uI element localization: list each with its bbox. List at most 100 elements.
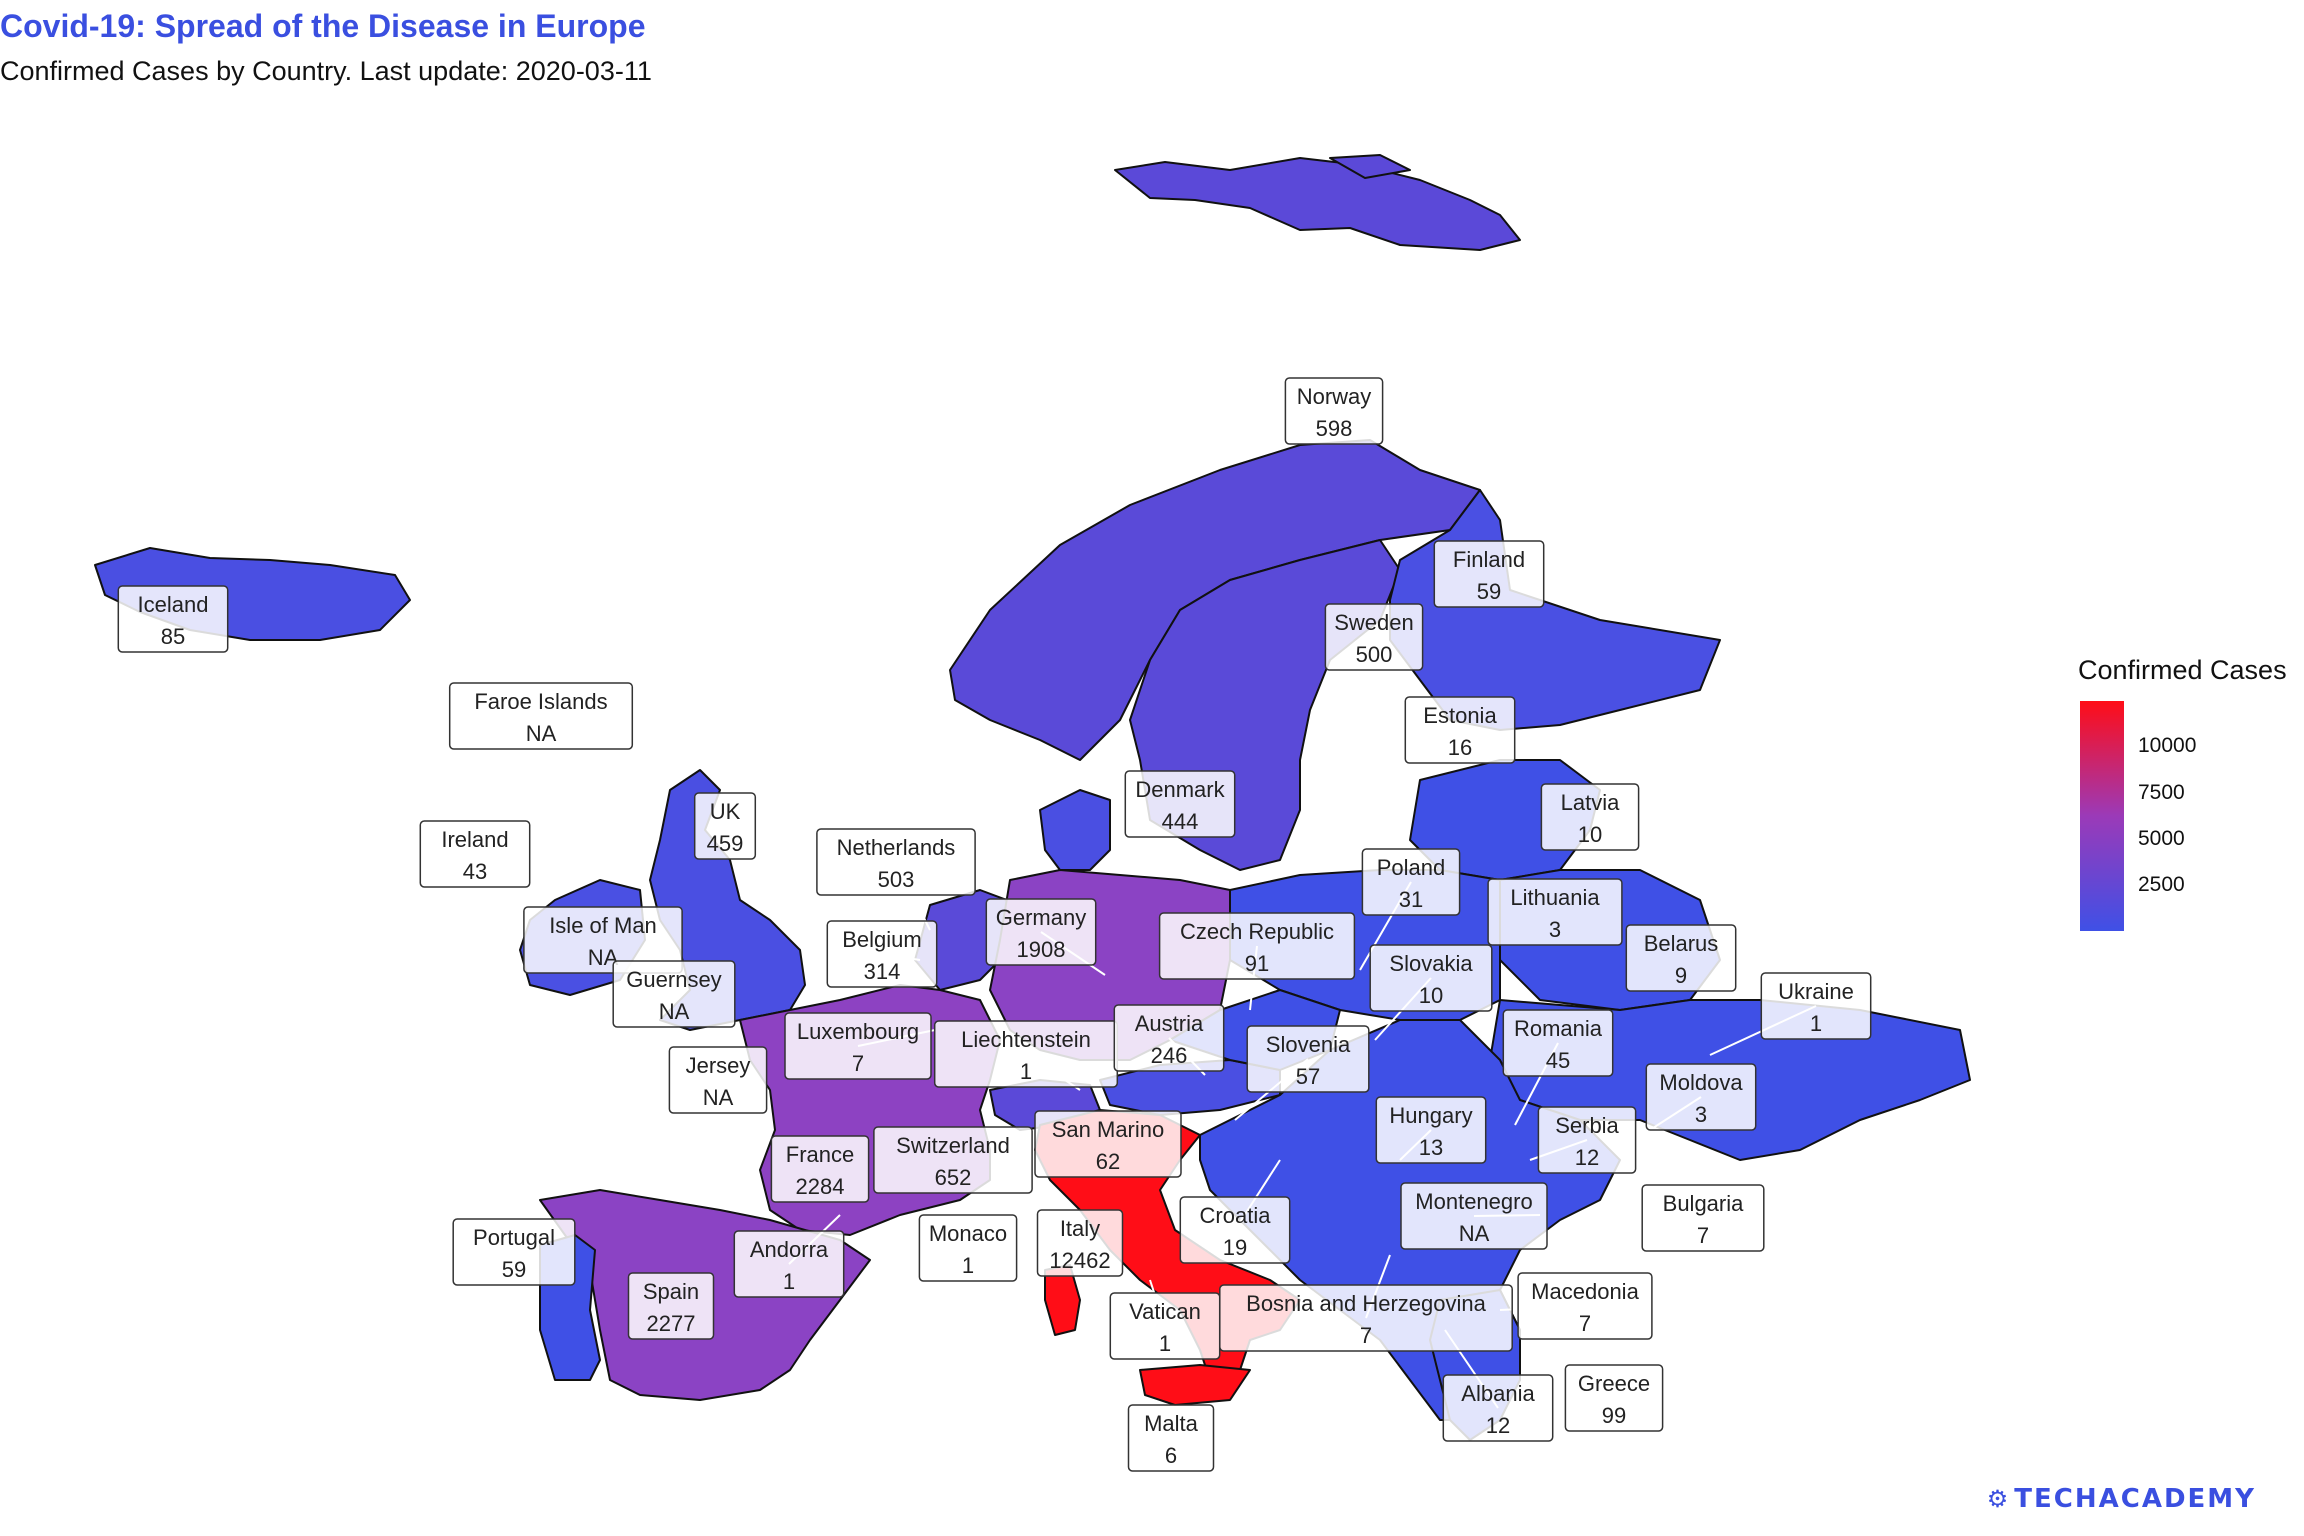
country-name: Malta	[1144, 1411, 1199, 1436]
country-cases: 2277	[647, 1311, 696, 1336]
label-jersey: Jersey NA	[668, 1046, 768, 1114]
label-ukraine: Ukraine 1	[1760, 972, 1872, 1040]
label-box	[1369, 944, 1493, 1012]
country-name: Serbia	[1555, 1113, 1619, 1138]
country-cases: 7	[1697, 1223, 1709, 1248]
country-cases: 6	[1165, 1443, 1177, 1468]
country-name: Croatia	[1200, 1203, 1272, 1228]
country-name: Sweden	[1334, 610, 1414, 635]
country-cases: 10	[1578, 822, 1602, 847]
country-cases: 85	[161, 624, 185, 649]
country-cases: 7	[1360, 1323, 1372, 1348]
label-netherlands: Netherlands 503	[816, 828, 976, 896]
country-name: Estonia	[1423, 703, 1497, 728]
label-box	[1113, 1004, 1225, 1072]
country-cases: 459	[707, 831, 744, 856]
label-box	[1404, 696, 1516, 764]
denmark-shape	[1039, 789, 1111, 871]
country-cases: 9	[1675, 963, 1687, 988]
country-name: Monaco	[929, 1221, 1007, 1246]
label-box	[1158, 912, 1356, 980]
label-box	[1284, 377, 1384, 445]
country-name: Albania	[1461, 1381, 1535, 1406]
label-bosnia-and-herzegovina: Bosnia and Herzegovina 7	[1219, 1284, 1513, 1352]
label-box	[1219, 1284, 1513, 1352]
label-box	[985, 898, 1097, 966]
country-cases: 652	[935, 1165, 972, 1190]
label-box	[1361, 848, 1461, 916]
country-cases: 10	[1419, 983, 1443, 1008]
label-liechtenstein: Liechtenstein 1	[933, 1020, 1119, 1088]
country-cases: 444	[1162, 809, 1199, 834]
label-box	[1442, 1374, 1554, 1442]
country-name: Slovenia	[1266, 1032, 1351, 1057]
label-iceland: Iceland 85	[117, 585, 229, 653]
label-germany: Germany 1908	[985, 898, 1097, 966]
country-name: France	[786, 1142, 854, 1167]
label-box	[918, 1214, 1018, 1282]
country-name: UK	[710, 799, 741, 824]
country-name: Greece	[1578, 1371, 1650, 1396]
country-cases: 7	[852, 1051, 864, 1076]
country-name: Andorra	[750, 1237, 829, 1262]
country-name: Montenegro	[1415, 1189, 1532, 1214]
label-box	[1625, 924, 1737, 992]
country-cases: 43	[463, 859, 487, 884]
label-box	[1641, 1184, 1765, 1252]
map-subtitle: Confirmed Cases by Country. Last update:…	[0, 56, 652, 86]
label-albania: Albania 12	[1442, 1374, 1554, 1442]
country-name: Germany	[996, 905, 1086, 930]
country-name: Belgium	[842, 927, 921, 952]
label-malta: Malta 6	[1127, 1404, 1215, 1472]
country-cases: 45	[1546, 1048, 1570, 1073]
label-monaco: Monaco 1	[918, 1214, 1018, 1282]
country-name: Faroe Islands	[474, 689, 607, 714]
label-norway: Norway 598	[1284, 377, 1384, 445]
label-poland: Poland 31	[1361, 848, 1461, 916]
label-serbia: Serbia 12	[1537, 1106, 1637, 1174]
label-box	[627, 1272, 715, 1340]
country-name: Ukraine	[1778, 979, 1854, 1004]
label-box	[1433, 540, 1545, 608]
label-slovakia: Slovakia 10	[1369, 944, 1493, 1012]
label-box	[733, 1230, 845, 1298]
label-box	[1517, 1272, 1653, 1340]
label-box	[1645, 1063, 1757, 1131]
country-cases: 1	[1159, 1331, 1171, 1356]
label-box	[1540, 783, 1640, 851]
country-cases: 62	[1096, 1149, 1120, 1174]
label-belgium: Belgium 314	[826, 920, 938, 988]
country-name: Lithuania	[1510, 885, 1600, 910]
label-uk: UK 459	[693, 792, 757, 860]
label-box	[523, 906, 683, 974]
country-name: Norway	[1297, 384, 1372, 409]
label-latvia: Latvia 10	[1540, 783, 1640, 851]
label-box	[1400, 1182, 1548, 1250]
country-cases: 1908	[1017, 937, 1066, 962]
legend-tick: 10000	[2138, 734, 2197, 758]
label-switzerland: Switzerland 652	[873, 1126, 1033, 1194]
label-belarus: Belarus 9	[1625, 924, 1737, 992]
country-cases: 500	[1356, 642, 1393, 667]
country-cases: 598	[1316, 416, 1353, 441]
label-hungary: Hungary 13	[1375, 1096, 1487, 1164]
country-name: Jersey	[686, 1053, 751, 1078]
legend-tick: 7500	[2138, 780, 2185, 804]
techacademy-logo: ⚙ TECHACADEMY	[1987, 1484, 2256, 1514]
country-name: Latvia	[1561, 790, 1620, 815]
country-name: Isle of Man	[549, 913, 657, 938]
label-box	[452, 1218, 576, 1286]
country-cases: 1	[962, 1253, 974, 1278]
country-name: Bosnia and Herzegovina	[1246, 1291, 1486, 1316]
label-box	[117, 585, 229, 653]
country-cases: 59	[502, 1257, 526, 1282]
country-name: Moldova	[1659, 1070, 1743, 1095]
label-box	[419, 820, 531, 888]
country-name: Switzerland	[896, 1133, 1010, 1158]
label-finland: Finland 59	[1433, 540, 1545, 608]
country-cases: 99	[1602, 1403, 1626, 1428]
legend-tick: 5000	[2138, 826, 2185, 850]
label-box	[1179, 1196, 1291, 1264]
country-cases: NA	[659, 999, 690, 1024]
